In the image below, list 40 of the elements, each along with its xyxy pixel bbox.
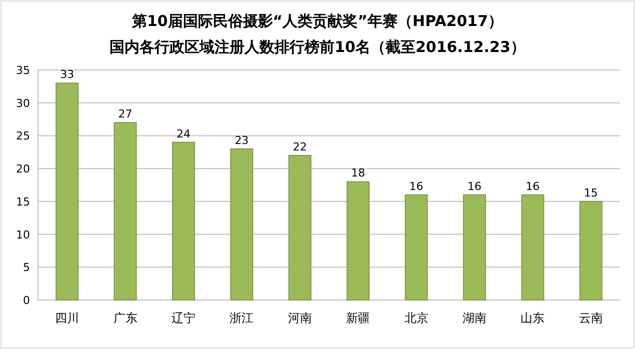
- data-label: 22: [292, 140, 307, 154]
- y-tick-label: 5: [23, 261, 30, 274]
- x-tick-label: 浙江: [230, 311, 254, 325]
- data-label: 18: [351, 166, 366, 180]
- data-label: 23: [234, 134, 249, 147]
- y-tick-label: 20: [16, 162, 30, 176]
- y-tick-label: 10: [16, 228, 30, 242]
- data-label: 16: [526, 180, 540, 193]
- data-label: 27: [118, 108, 132, 121]
- bar: [579, 200, 602, 300]
- bar: [346, 181, 370, 300]
- y-tick-label: 0: [23, 294, 30, 307]
- data-label: 16: [468, 180, 482, 193]
- x-tick-label: 新疆: [346, 311, 370, 325]
- chart-title: 第10届国际民俗摄影“人类贡献奖”年赛（HPA2017）: [130, 12, 504, 30]
- y-tick-label: 15: [16, 195, 30, 208]
- x-tick-label: 广东: [113, 311, 138, 325]
- chart-subtitle: 国内各行政区域注册人数排行榜前10名（截至2016.12.23）: [110, 38, 526, 56]
- x-tick-label: 四川: [55, 311, 80, 325]
- x-tick-label: 湖南: [462, 311, 486, 325]
- x-tick-label: 山东: [520, 311, 545, 325]
- data-label: 24: [176, 127, 190, 140]
- y-tick-label: 30: [16, 96, 30, 110]
- bar: [56, 82, 79, 300]
- bar: [288, 154, 312, 300]
- x-tick-label: 辽宁: [172, 311, 196, 325]
- x-tick-label: 北京: [404, 311, 428, 325]
- x-tick-label: 云南: [578, 311, 603, 325]
- bar: [521, 194, 544, 300]
- data-label: 15: [584, 186, 598, 200]
- bar: [463, 194, 486, 300]
- bar: [114, 122, 137, 300]
- data-label: 16: [409, 180, 424, 193]
- y-tick-label: 35: [16, 64, 30, 77]
- bar: [172, 142, 195, 300]
- bar: [230, 148, 254, 300]
- y-tick-label: 25: [16, 130, 30, 143]
- x-tick-label: 河南: [288, 311, 312, 325]
- bar: [404, 194, 428, 300]
- data-label: 33: [60, 68, 74, 82]
